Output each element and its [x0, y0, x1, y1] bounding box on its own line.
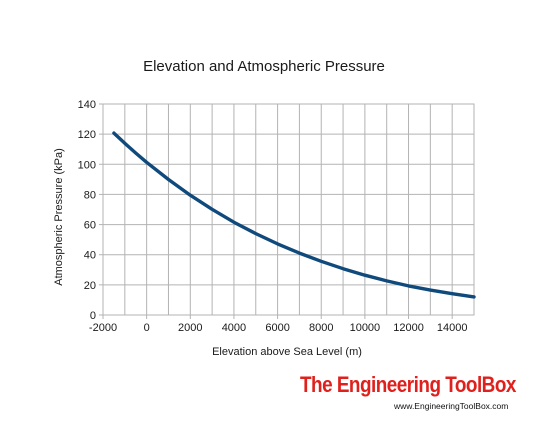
y-tick-label: 0 [90, 310, 96, 322]
y-tick-label: 140 [78, 99, 96, 111]
x-tick-label: 2000 [178, 322, 202, 334]
x-tick-label: 14000 [437, 322, 468, 334]
y-tick-label: 60 [84, 220, 96, 232]
axes [99, 103, 453, 319]
x-tick-label: 0 [144, 322, 150, 334]
x-tick-label: 4000 [222, 322, 246, 334]
x-tick-labels: -2000 0 2000 4000 6000 8000 10000 12000 14000 [89, 322, 468, 334]
watermark-url: www.EngineeringToolBox.com [394, 401, 509, 411]
y-tick-label: 40 [84, 250, 96, 262]
plot-area [102, 103, 475, 316]
series-line-pressure [112, 131, 476, 299]
y-tick-label: 80 [84, 189, 96, 201]
x-axis-label: Elevation above Sea Level (m) [212, 346, 362, 358]
x-tick-label: 6000 [265, 322, 289, 334]
y-tick-label: 20 [84, 280, 96, 292]
chart-title: Elevation and Atmospheric Pressure [143, 58, 385, 75]
x-tick-label: -2000 [89, 322, 117, 334]
y-tick-label: 120 [78, 129, 96, 141]
x-tick-label: 10000 [350, 322, 381, 334]
series-layer [112, 131, 476, 299]
x-tick-label: 8000 [309, 322, 333, 334]
y-tick-labels: 0 20 40 60 80 100 120 140 [78, 99, 96, 322]
y-tick-label: 100 [78, 159, 96, 171]
grid-lines [102, 103, 475, 316]
x-tick-label: 12000 [393, 322, 424, 334]
watermark-logo: The Engineering ToolBox www.EngineeringT… [300, 372, 520, 416]
watermark-name: The Engineering ToolBox [300, 372, 516, 397]
y-axis-label: Atmospheric Pressure (kPa) [53, 148, 65, 286]
